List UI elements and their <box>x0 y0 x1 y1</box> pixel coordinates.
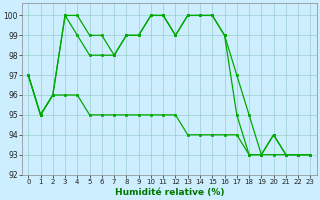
X-axis label: Humidité relative (%): Humidité relative (%) <box>115 188 224 197</box>
